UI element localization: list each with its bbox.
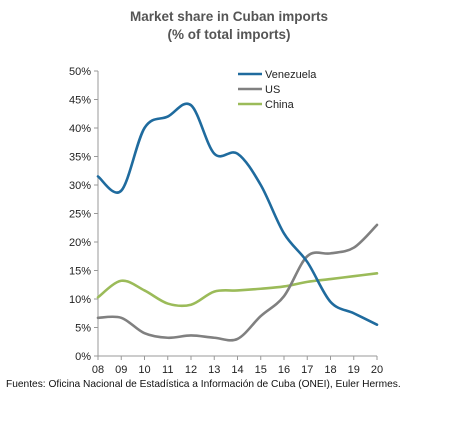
x-tick-label: 17 bbox=[301, 364, 313, 376]
source-note: Fuentes: Oficina Nacional de Estadística… bbox=[6, 379, 401, 390]
legend-label-china: China bbox=[265, 99, 295, 111]
series-line-china bbox=[96, 272, 379, 308]
x-tick-label: 18 bbox=[324, 364, 336, 376]
x-tick-label: 19 bbox=[348, 364, 360, 376]
x-tick-label: 08 bbox=[92, 364, 104, 376]
line-chart: 0% 5% 10% 15% 20% 25% 30% 35% 40% 45% 50% 08 09 10 11 1… bbox=[69, 66, 383, 376]
x-tick-label: 13 bbox=[208, 364, 220, 376]
y-tick-label: 20% bbox=[69, 237, 91, 249]
series-line-venezuela bbox=[96, 102, 379, 326]
x-tick-label: 10 bbox=[138, 364, 150, 376]
y-tick-label: 30% bbox=[69, 180, 91, 192]
legend-label-us: US bbox=[265, 84, 280, 96]
y-tick-label: 25% bbox=[69, 209, 91, 221]
y-tick-label: 50% bbox=[69, 66, 91, 78]
x-tick-label: 09 bbox=[115, 364, 127, 376]
y-tick-label: 45% bbox=[69, 95, 91, 107]
chart-title: Market share in Cuban imports bbox=[129, 9, 329, 24]
x-tick-label: 20 bbox=[371, 364, 383, 376]
chart-subtitle: (% of total imports) bbox=[167, 27, 291, 42]
x-tick-label: 14 bbox=[231, 364, 243, 376]
series-line-us bbox=[96, 223, 379, 342]
x-tick-label: 12 bbox=[185, 364, 197, 376]
y-tick-label: 0% bbox=[75, 351, 91, 363]
x-tick-label: 16 bbox=[278, 364, 290, 376]
y-tick-label: 35% bbox=[69, 152, 91, 164]
y-tick-label: 40% bbox=[69, 123, 91, 135]
x-tick-label: 11 bbox=[162, 364, 173, 376]
y-tick-label: 10% bbox=[69, 294, 91, 306]
y-tick-label: 5% bbox=[75, 323, 91, 335]
legend-label-venezuela: Venezuela bbox=[265, 69, 317, 81]
y-tick-label: 15% bbox=[69, 266, 91, 278]
x-tick-label: 15 bbox=[255, 364, 267, 376]
